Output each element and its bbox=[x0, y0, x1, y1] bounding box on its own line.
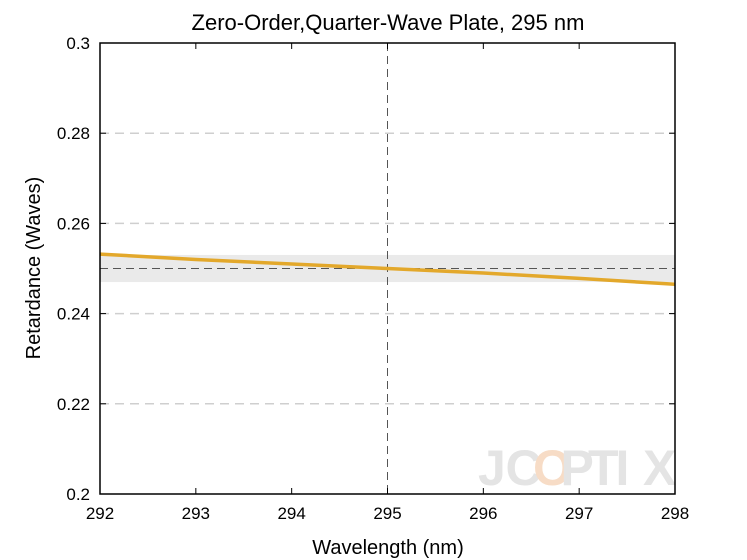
watermark-letter: J bbox=[478, 440, 506, 496]
watermark-letter: O bbox=[533, 440, 572, 496]
x-tick-label: 294 bbox=[277, 504, 305, 523]
y-tick-label: 0.26 bbox=[57, 214, 90, 233]
y-tick-label: 0.28 bbox=[57, 124, 90, 143]
watermark-letter: I bbox=[616, 440, 630, 496]
x-tick-label: 298 bbox=[661, 504, 689, 523]
x-tick-label: 293 bbox=[182, 504, 210, 523]
y-tick-label: 0.22 bbox=[57, 395, 90, 414]
series-line bbox=[99, 252, 676, 287]
watermark-letter: C bbox=[506, 440, 542, 496]
x-axis: 292 293 294 295 296 297 298 bbox=[86, 43, 689, 523]
x-tick-label: 297 bbox=[565, 504, 593, 523]
watermark-letter: P bbox=[561, 440, 594, 496]
y-axis: 0.2 0.22 0.24 0.26 0.28 0.3 bbox=[57, 34, 675, 504]
series-layer bbox=[99, 252, 676, 287]
watermark-letter: T bbox=[588, 440, 619, 496]
x-axis-label: Wavelength (nm) bbox=[312, 537, 464, 559]
y-axis-label: Retardance (Waves) bbox=[23, 177, 45, 360]
y-tick-label: 0.3 bbox=[66, 34, 90, 53]
x-tick-label: 292 bbox=[86, 504, 114, 523]
x-tick-label: 295 bbox=[373, 504, 401, 523]
watermark-letter: X bbox=[643, 440, 676, 496]
y-tick-label: 0.2 bbox=[66, 485, 90, 504]
gridlines bbox=[100, 132, 675, 405]
x-tick-label: 296 bbox=[469, 504, 497, 523]
y-tick-label: 0.24 bbox=[57, 305, 90, 324]
chart-title: Zero-Order,Quarter-Wave Plate, 295 nm bbox=[192, 10, 585, 35]
